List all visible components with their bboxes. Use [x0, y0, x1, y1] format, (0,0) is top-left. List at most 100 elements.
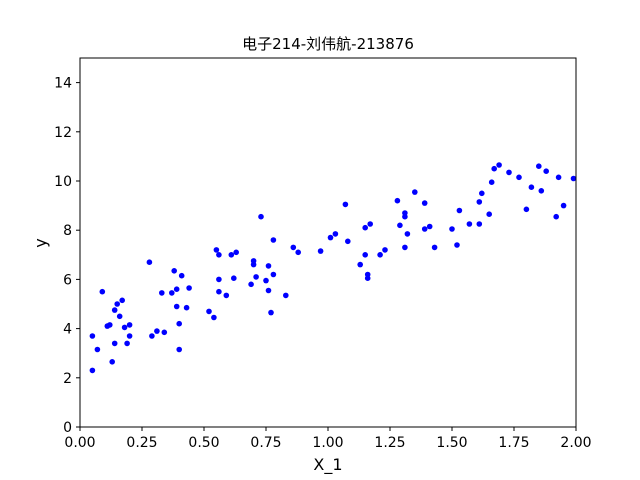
data-point [126, 322, 133, 328]
data-point [506, 169, 512, 176]
data-point [149, 333, 155, 339]
data-point [116, 313, 123, 320]
data-point [327, 234, 334, 241]
data-point [178, 272, 185, 279]
y-tick-label: 4 [63, 322, 72, 338]
data-point [216, 288, 222, 295]
data-point [342, 201, 349, 208]
x-axis-ticks: 0.00 0.25 0.50 0.75 1.00 1.25 1.50 1.75 2.00 [64, 427, 592, 451]
data-point [449, 226, 455, 232]
data-point [186, 285, 192, 291]
data-point [476, 221, 483, 227]
data-point [543, 168, 549, 174]
x-tick-label: 0.25 [126, 435, 157, 451]
data-point [109, 359, 115, 365]
data-point [357, 261, 364, 268]
data-point [231, 275, 237, 282]
data-point [111, 307, 118, 313]
data-point [268, 309, 274, 316]
data-point [283, 292, 289, 299]
data-point [523, 206, 530, 213]
data-point [270, 237, 277, 243]
data-point [99, 288, 106, 295]
data-point [124, 340, 130, 347]
x-tick-label: 2.00 [560, 435, 591, 451]
data-point [431, 244, 438, 251]
data-point [126, 333, 133, 339]
data-point [216, 276, 222, 283]
data-point [332, 231, 339, 237]
data-point [394, 197, 401, 204]
data-point [159, 290, 165, 296]
x-tick-label: 1.75 [498, 435, 529, 451]
plot-area [80, 58, 576, 427]
x-tick-label: 0.75 [250, 435, 281, 451]
data-point [555, 174, 562, 181]
data-point [89, 367, 96, 374]
data-point [206, 308, 212, 315]
data-point [263, 277, 269, 284]
data-point [114, 301, 120, 307]
data-point [456, 207, 463, 214]
data-point [89, 333, 96, 339]
y-tick-label: 0 [63, 420, 72, 436]
data-point [233, 249, 239, 256]
y-axis-ticks: 0 2 4 6 8 10 12 14 [54, 76, 80, 436]
data-point [183, 304, 190, 311]
data-point [317, 248, 324, 254]
data-point [171, 268, 177, 274]
data-point [426, 223, 433, 230]
data-point [107, 322, 113, 328]
y-tick-label: 12 [54, 125, 72, 141]
y-tick-label: 8 [63, 223, 72, 239]
y-tick-label: 2 [63, 371, 72, 387]
data-point [528, 184, 535, 190]
data-point [161, 329, 168, 336]
data-point [295, 249, 302, 256]
data-point [216, 252, 222, 258]
data-point [270, 271, 277, 278]
y-tick-label: 14 [54, 76, 72, 92]
x-tick-label: 1.25 [374, 435, 405, 451]
data-point [228, 252, 235, 258]
data-point [402, 210, 408, 216]
data-point [173, 303, 180, 310]
data-point [421, 226, 428, 232]
data-point [253, 274, 259, 280]
data-point [265, 287, 272, 294]
data-point [362, 252, 369, 258]
data-point [176, 320, 182, 327]
data-point [248, 281, 254, 288]
data-points [89, 162, 577, 374]
data-point [402, 244, 408, 251]
data-point [496, 162, 502, 168]
data-point [553, 213, 559, 220]
data-point [454, 242, 460, 248]
data-point [345, 238, 351, 245]
data-point [538, 188, 545, 194]
data-point [412, 189, 418, 195]
data-point [111, 340, 118, 347]
data-point [94, 346, 101, 353]
data-point [466, 221, 473, 227]
data-point [488, 179, 495, 185]
data-point [223, 292, 230, 299]
data-point [176, 346, 182, 353]
data-point [382, 247, 388, 253]
y-axis-label: y [31, 238, 50, 247]
x-tick-label: 0.00 [64, 435, 95, 451]
data-point [173, 286, 180, 293]
data-point [119, 297, 125, 304]
y-tick-label: 6 [63, 272, 72, 288]
data-point [121, 324, 128, 331]
data-point [476, 199, 483, 205]
data-point [486, 211, 493, 217]
plot-frame [79, 57, 577, 428]
data-point [421, 200, 428, 206]
x-tick-label: 1.00 [312, 435, 343, 451]
data-point [213, 247, 220, 253]
data-point [146, 259, 153, 266]
chart-title: 电子214-刘伟航-213876 [242, 35, 414, 53]
data-point [154, 328, 160, 334]
data-point [169, 290, 175, 296]
